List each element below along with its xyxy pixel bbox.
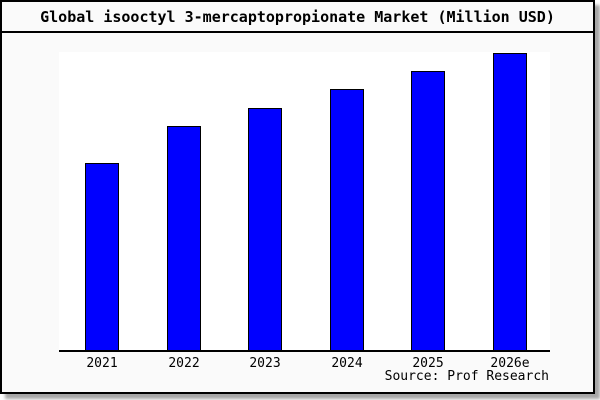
x-axis-label-2023: 2023 xyxy=(249,356,281,371)
bar-2025 xyxy=(411,71,445,350)
bar-2023 xyxy=(248,108,282,350)
chart-region: 2021 2022 2023 2024 2025 2026e Source: Prof R… xyxy=(2,33,593,392)
x-axis-label-2021: 2021 xyxy=(86,356,118,371)
x-axis-label-2024: 2024 xyxy=(331,356,363,371)
plot-area xyxy=(59,52,550,352)
source-note: Source: Prof Research xyxy=(384,369,549,384)
chart-title: Global isooctyl 3-mercaptopropionate Mar… xyxy=(40,7,555,26)
x-axis-label-2022: 2022 xyxy=(168,356,200,371)
bar-2024 xyxy=(330,89,364,350)
chart-title-bar: Global isooctyl 3-mercaptopropionate Mar… xyxy=(2,2,593,33)
x-axis-label-2026e: 2026e xyxy=(490,356,530,371)
bar-2026e xyxy=(493,53,527,350)
x-axis-label-2025: 2025 xyxy=(412,356,444,371)
chart-frame: Global isooctyl 3-mercaptopropionate Mar… xyxy=(0,0,595,394)
bar-2022 xyxy=(167,126,201,350)
bar-2021 xyxy=(85,163,119,350)
